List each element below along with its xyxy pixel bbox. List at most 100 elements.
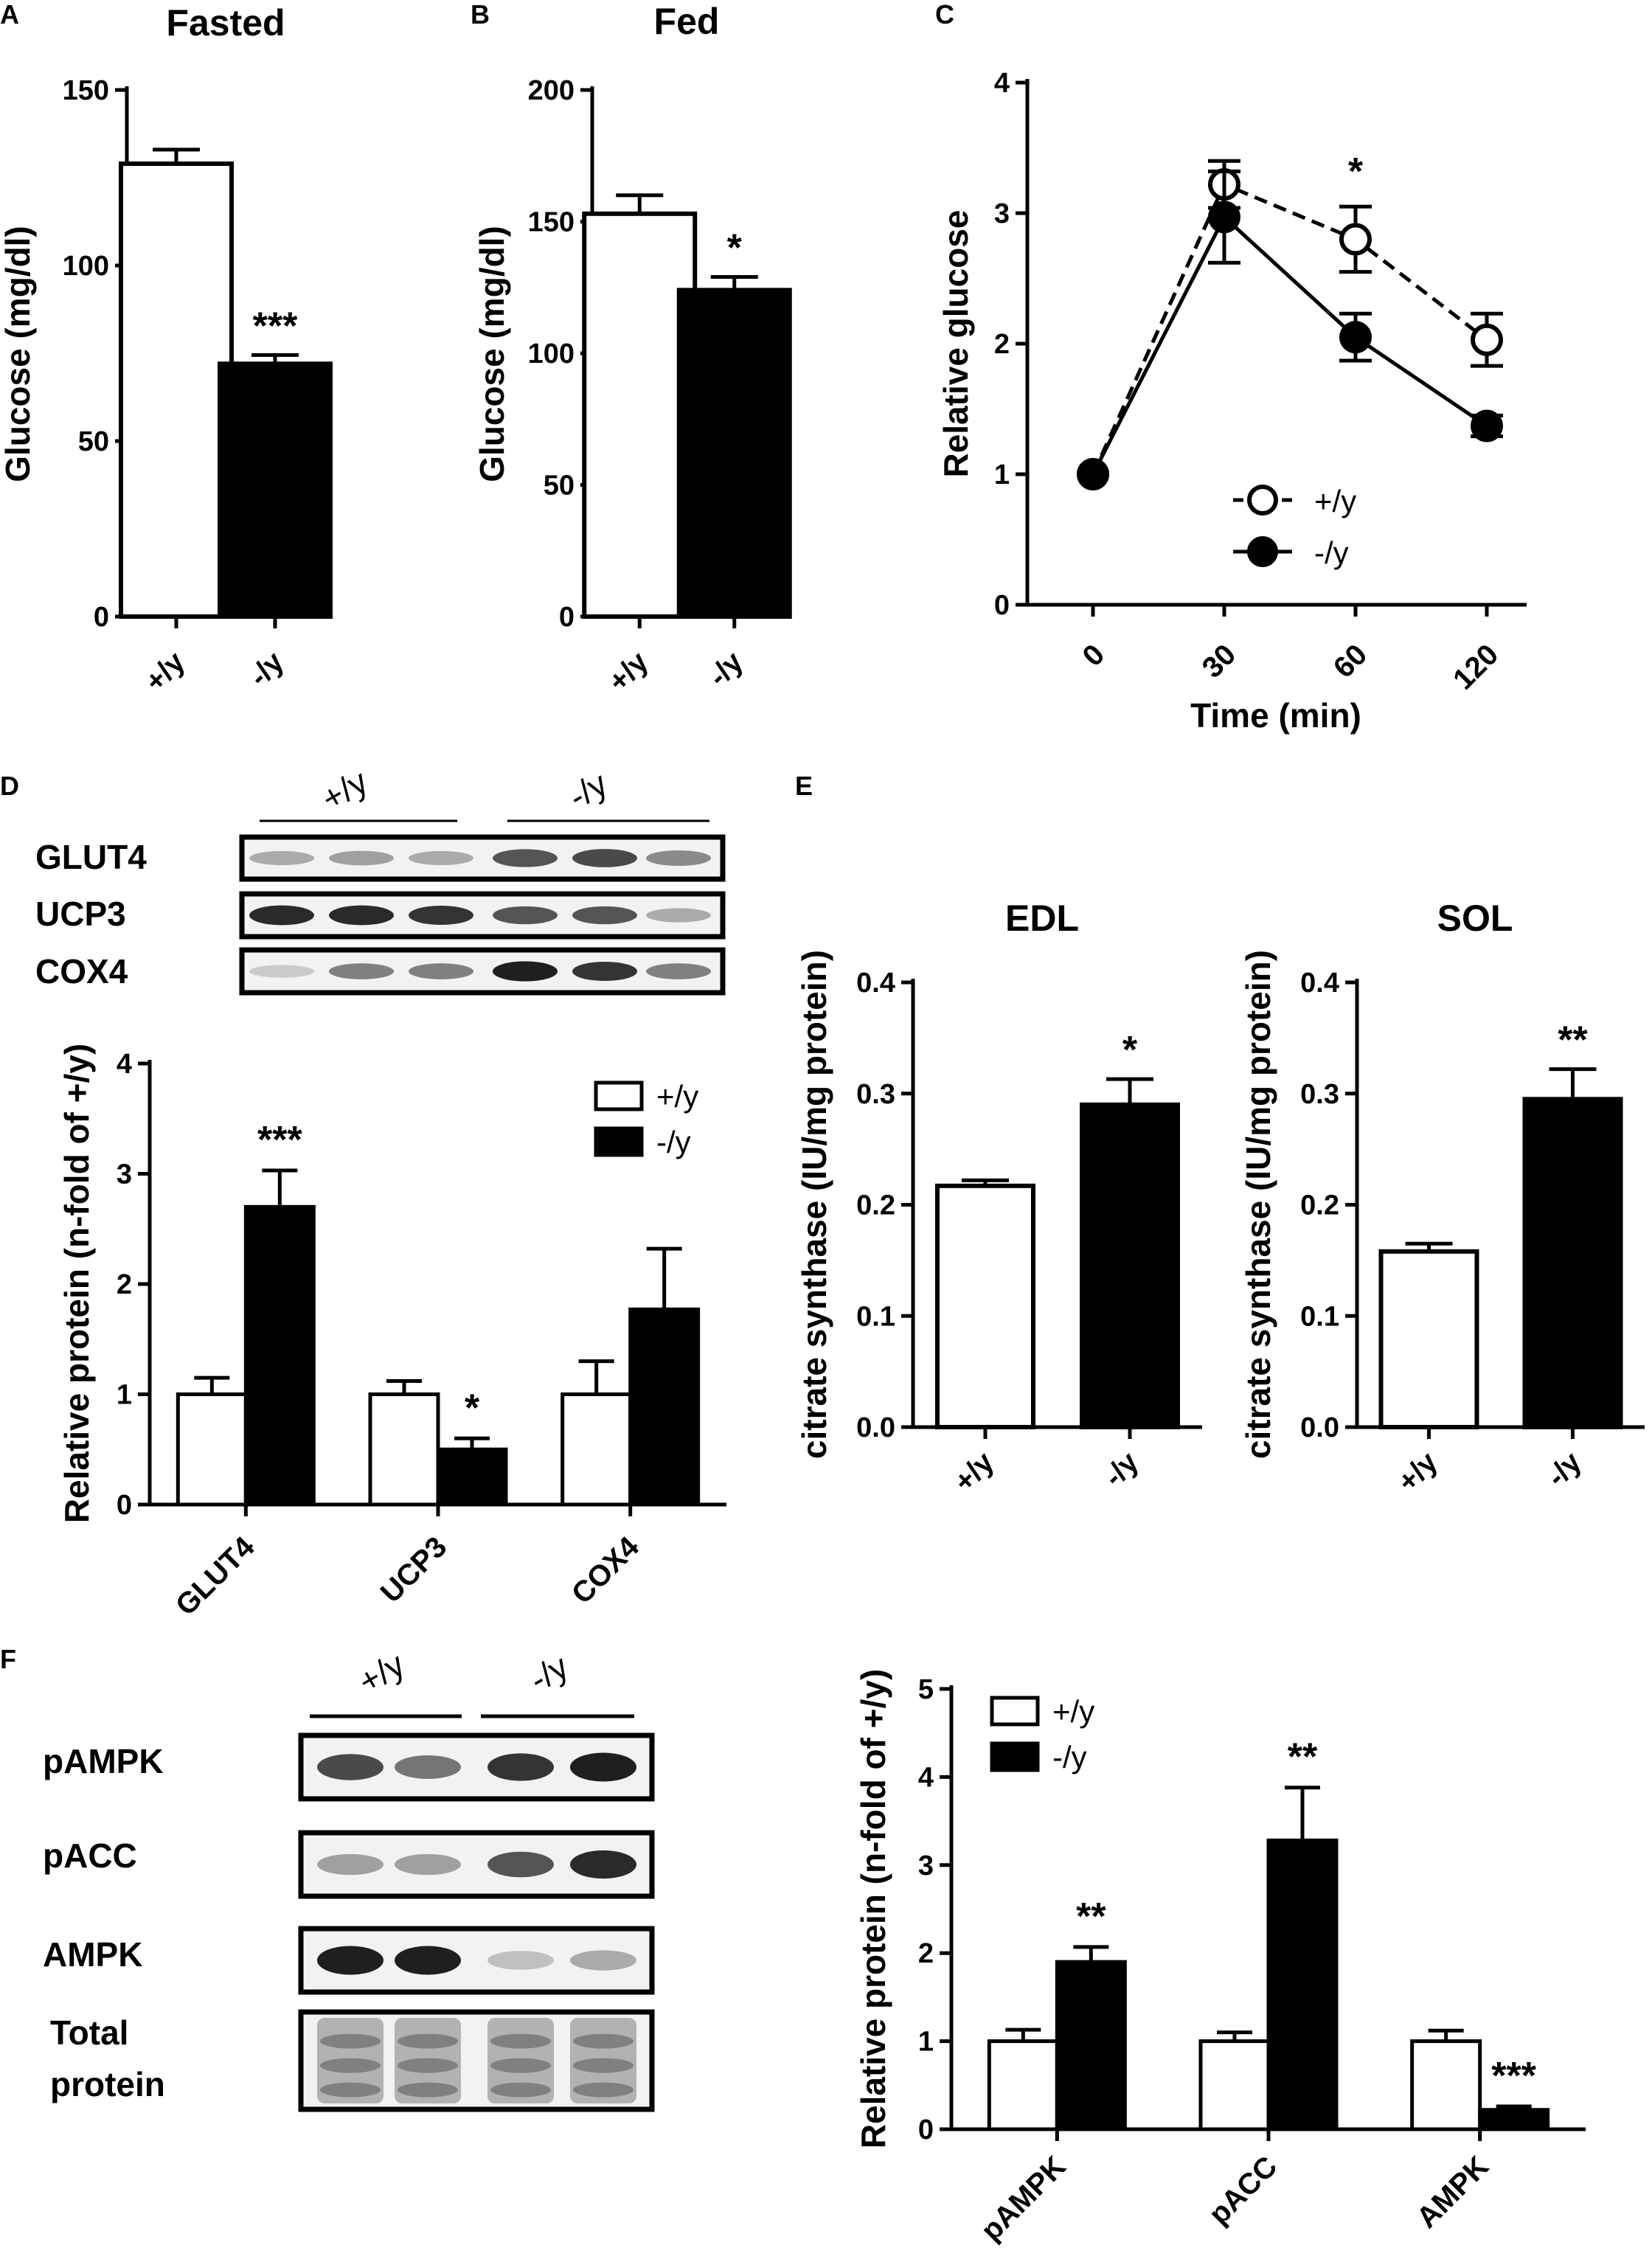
y-tick-label: 50 xyxy=(78,426,109,457)
y-axis-title: Relative protein (n-fold of +/y) xyxy=(854,1669,892,2148)
blot-band xyxy=(570,1850,636,1879)
bar xyxy=(935,1183,1035,1430)
y-tick-label: 200 xyxy=(528,75,575,106)
significance-marker: *** xyxy=(1491,2055,1536,2098)
blot-f-genotype-ko: -/y xyxy=(523,1647,575,1699)
x-tick-label: +/y xyxy=(139,645,192,698)
bar xyxy=(1410,2039,1482,2131)
chart-protein-f: 0 1 2 3 4 5 Relative protein (n-fold of +/y) pA… xyxy=(854,1669,1586,2247)
x-tick-label: COX4 xyxy=(566,1530,646,1611)
blot-band xyxy=(409,905,473,926)
blot-f-label-protein: protein xyxy=(50,2065,165,2103)
blot-band xyxy=(320,2033,381,2049)
western-blot-d: +/y -/y GLUT4 UCP3 COX4 xyxy=(35,762,726,996)
legend-swatch xyxy=(990,1741,1040,1772)
blot-genotype-wt: +/y xyxy=(315,762,374,818)
y-axis-title: Glucose (mg/dl) xyxy=(0,226,37,482)
chart-relative-glucose: 0 1 2 3 4 Relative glucose 0 30 60 120 Time (min) *… xyxy=(937,68,1527,735)
x-axis-title: Time (min) xyxy=(1190,696,1361,735)
y-tick-label: 0 xyxy=(918,2114,934,2145)
y-tick-label: 0.0 xyxy=(856,1412,895,1443)
panel-label-c: C xyxy=(935,0,954,30)
y-tick-label: 3 xyxy=(117,1159,132,1190)
significance-marker: ** xyxy=(1558,1019,1588,1062)
bar xyxy=(628,1307,701,1507)
y-tick-label: 0.1 xyxy=(1300,1301,1339,1332)
chart-citrate-sol: 0.0 0.1 0.2 0.3 0.4 citrate synthase (IU/mg p… xyxy=(1239,898,1645,1498)
blot-band xyxy=(493,961,558,982)
bar xyxy=(987,2039,1059,2131)
bar xyxy=(1055,1960,1127,2131)
y-tick-label: 0.2 xyxy=(1300,1190,1339,1221)
chart-protein-d: 0 1 2 3 4 Relative protein (n-fold of +/y) GLU… xyxy=(58,1044,726,1622)
y-tick-label: 0.4 xyxy=(1300,968,1339,999)
chart-title: EDL xyxy=(1005,898,1079,939)
bar xyxy=(218,361,333,619)
blot-band xyxy=(320,2058,381,2073)
western-blot-f: +/y -/y pAMPK pACC AMPK Total protein xyxy=(43,1645,655,2112)
blot-band xyxy=(572,849,637,867)
blot-band xyxy=(398,2082,458,2098)
blot-f-genotype-wt: +/y xyxy=(352,1645,411,1701)
blot-band xyxy=(573,2033,634,2049)
x-tick-label: -/y xyxy=(702,645,750,693)
y-tick-label: 4 xyxy=(994,68,1010,99)
x-tick-label: -/y xyxy=(243,645,291,693)
bar xyxy=(676,288,792,619)
data-point xyxy=(1208,201,1240,234)
significance-marker: ** xyxy=(1076,1895,1106,1938)
significance-marker: * xyxy=(727,226,743,269)
data-point xyxy=(1339,321,1372,354)
legend-label: +/y xyxy=(656,1079,698,1114)
y-tick-label: 50 xyxy=(544,471,575,502)
y-axis-title: Relative glucose xyxy=(937,209,975,477)
legend-label: +/y xyxy=(1052,1694,1094,1729)
legend-label: -/y xyxy=(656,1125,691,1159)
x-tick-label: UCP3 xyxy=(375,1530,454,1609)
y-axis-title: citrate synthase (IU/mg protein) xyxy=(1239,950,1277,1459)
y-tick-label: 0.0 xyxy=(1300,1412,1339,1443)
blot-band xyxy=(487,1851,554,1878)
blot-band xyxy=(398,2058,458,2073)
y-tick-label: 0 xyxy=(94,602,109,633)
blot-band xyxy=(249,965,314,978)
blot-band xyxy=(395,1755,461,1779)
blot-frame xyxy=(239,834,726,882)
bar xyxy=(368,1392,440,1507)
blot-band xyxy=(572,961,637,982)
data-point xyxy=(1339,223,1372,256)
series-line xyxy=(1091,181,1488,476)
chart-title: Fed xyxy=(654,1,720,42)
x-tick-label: 60 xyxy=(1328,638,1374,684)
y-tick-label: 4 xyxy=(117,1049,132,1080)
panel-label-f: F xyxy=(0,1644,16,1674)
blot-band xyxy=(493,849,558,867)
bar xyxy=(1478,2108,1550,2131)
blot-band xyxy=(487,1753,554,1781)
blot-f-label-total: Total xyxy=(50,2013,128,2052)
blot-band xyxy=(487,1951,554,1970)
blot-band xyxy=(395,1946,461,1975)
bar xyxy=(119,161,234,619)
bar xyxy=(436,1447,508,1507)
blot-label-glut4: GLUT4 xyxy=(35,838,147,876)
significance-marker: *** xyxy=(257,1119,302,1162)
y-tick-label: 2 xyxy=(918,1938,934,1969)
panel-label-b: B xyxy=(471,0,490,30)
blot-band xyxy=(398,2033,458,2049)
x-tick-label: pAMPK xyxy=(975,2150,1072,2247)
bar xyxy=(176,1392,248,1507)
blot-band xyxy=(329,850,394,866)
blot-band xyxy=(395,1853,461,1876)
y-tick-label: 1 xyxy=(994,459,1010,490)
x-tick-label: -/y xyxy=(1097,1446,1145,1493)
blot-band xyxy=(572,906,637,925)
significance-marker: * xyxy=(1348,150,1364,193)
panel-label-e: E xyxy=(795,771,813,801)
significance-marker: *** xyxy=(253,305,298,347)
blot-label-cox4: COX4 xyxy=(35,952,128,991)
blot-band xyxy=(317,1946,384,1975)
blot-band xyxy=(317,1853,384,1876)
blot-band xyxy=(493,906,558,925)
